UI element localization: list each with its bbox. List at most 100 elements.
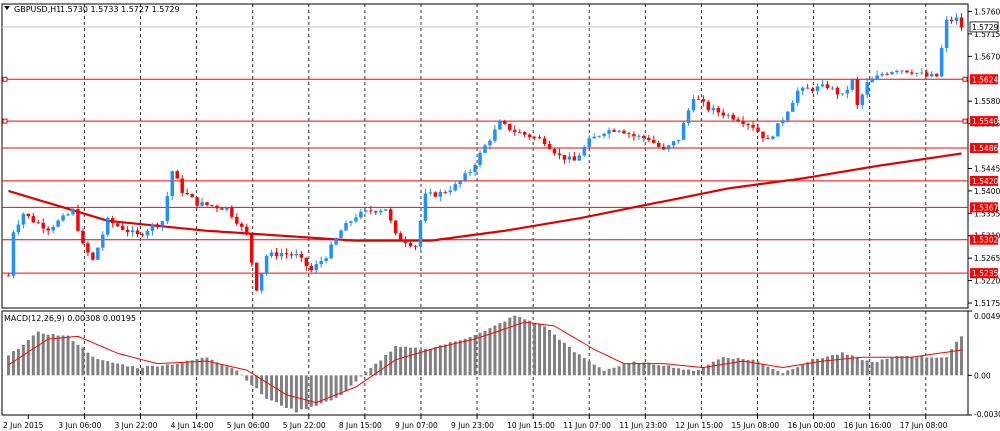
candle-body <box>448 190 452 193</box>
candle-body <box>522 132 527 135</box>
candle-body <box>910 72 914 74</box>
macd-bar <box>488 328 492 376</box>
candle-body <box>597 135 601 137</box>
macd-bar <box>905 356 909 376</box>
macd-bar <box>16 349 20 376</box>
macd-bar <box>533 323 537 376</box>
macd-bar <box>557 339 561 376</box>
level-handle-right <box>962 76 968 82</box>
macd-bar <box>265 375 269 399</box>
macd-bar <box>160 365 164 376</box>
macd-bar <box>915 357 919 376</box>
candle-body <box>959 17 964 28</box>
price-tick-label: 1.5220 <box>974 277 1000 286</box>
candle-body <box>661 146 666 150</box>
candle-body <box>741 121 745 125</box>
macd-bar <box>642 362 646 376</box>
macd-bar <box>478 332 482 376</box>
candle-body <box>845 89 850 94</box>
candle-body <box>443 192 448 193</box>
price-tick-label: 1.5445 <box>974 164 1000 173</box>
candle-body <box>433 192 438 197</box>
macd-bar <box>687 369 691 376</box>
macd-bar <box>622 364 626 376</box>
macd-bar <box>726 358 730 376</box>
candle-body <box>175 171 179 179</box>
macd-bar <box>334 375 338 398</box>
candle-body <box>503 121 507 124</box>
current-price-box: 1.5729 <box>969 21 998 33</box>
candle-body <box>299 253 304 258</box>
macd-bar <box>592 364 596 376</box>
candle-body <box>835 87 840 95</box>
macd-bar <box>572 352 576 376</box>
candle-body <box>696 99 701 100</box>
candle-body <box>686 110 691 124</box>
macd-bar <box>81 347 85 376</box>
candle-body <box>468 171 472 174</box>
candle-body <box>676 139 681 142</box>
time-tick-label: 8 Jun 15:00 <box>339 421 382 430</box>
candle-body <box>383 209 388 211</box>
macd-bar <box>865 360 869 376</box>
macd-bar <box>170 364 174 376</box>
candlestick-series[interactable] <box>6 12 964 294</box>
macd-bar <box>101 360 105 376</box>
candle-body <box>493 129 497 141</box>
triangle-down-icon[interactable] <box>4 6 10 10</box>
macd-bar <box>955 341 959 376</box>
macd-bar <box>404 346 408 376</box>
time-tick-label: 15 Jun 08:00 <box>732 421 780 430</box>
macd-signal-line <box>8 321 962 404</box>
candle-body <box>215 205 219 209</box>
candle-body <box>413 246 418 247</box>
macd-bar <box>56 335 60 376</box>
macd-signal-path <box>8 321 962 404</box>
candle-body <box>612 130 616 132</box>
candle-body <box>304 257 309 266</box>
macd-bar <box>875 362 879 376</box>
macd-bar <box>349 375 353 386</box>
level-price-box <box>970 268 998 279</box>
level-price-labels: 1.5624 1.5540 1.5486 1.5420 1.5367 1.5302 1.52… <box>970 74 998 279</box>
candle-body <box>11 232 16 276</box>
macd-pane[interactable]: MACD(12,26,9) 0.00308 0.00195 <box>1 310 969 416</box>
macd-bar <box>364 372 368 376</box>
candle-body <box>518 131 522 133</box>
candle-body <box>483 145 487 153</box>
symbol-label: GBPUSD,H1 <box>14 5 61 14</box>
candle-body <box>319 260 323 265</box>
candle-body <box>61 215 65 221</box>
candle-body <box>855 79 860 105</box>
macd-bar <box>31 335 35 376</box>
macd-bar <box>26 340 30 376</box>
macd-bar <box>667 365 671 376</box>
macd-bar <box>51 333 55 376</box>
macd-bar <box>414 347 417 376</box>
macd-bar <box>627 363 631 376</box>
macd-bar <box>284 375 288 408</box>
macd-bar <box>299 375 303 410</box>
macd-bar <box>394 345 398 376</box>
macd-bar <box>528 320 532 376</box>
candle-body <box>915 72 919 74</box>
candle-body <box>900 70 904 72</box>
price-pane[interactable]: GBPUSD,H1 1.5730 1.5733 1.5727 1.5729 <box>1 3 969 309</box>
macd-bar <box>116 363 120 376</box>
macd-bar <box>706 364 710 376</box>
candle-body <box>552 149 557 154</box>
macd-bar <box>548 329 552 376</box>
candle-body <box>264 256 269 274</box>
candle-body <box>656 142 661 147</box>
candle-body <box>627 133 631 135</box>
candle-body <box>110 218 115 224</box>
macd-bar <box>582 358 586 376</box>
candle-body <box>736 119 740 122</box>
candle-body <box>691 99 696 111</box>
candle-body <box>16 224 21 233</box>
candle-body <box>36 222 41 224</box>
price-pane-frame <box>1 3 969 309</box>
time-tick-label: 5 Jun 06:00 <box>227 421 270 430</box>
